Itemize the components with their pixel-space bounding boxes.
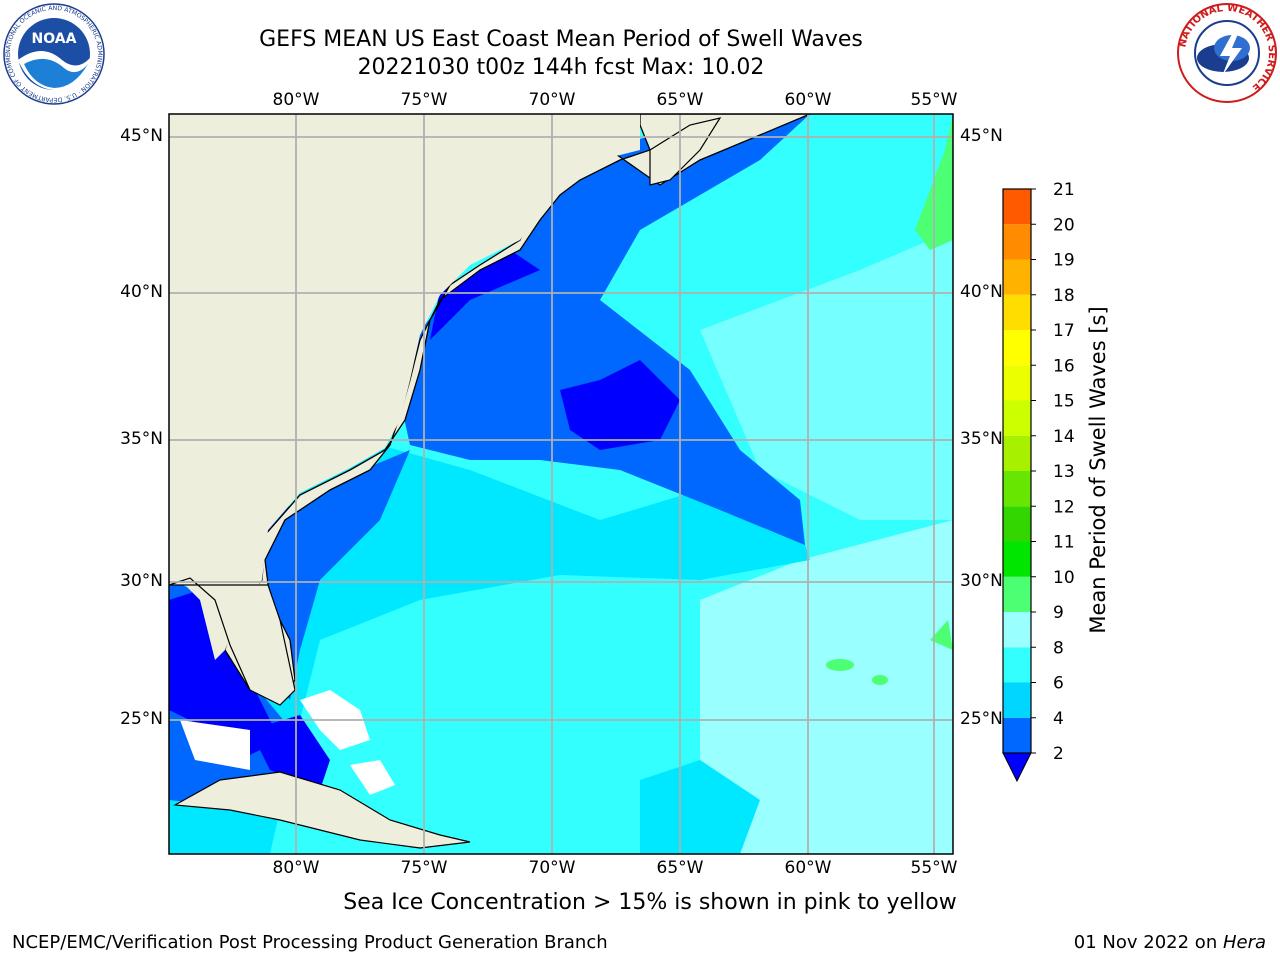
colorbar-box-18 — [1003, 259, 1031, 295]
top-tick-80w: 80°W — [272, 90, 320, 110]
left-tick-30n: 30°N — [120, 571, 163, 591]
colorbar-tick-label-6: 6 — [1053, 674, 1064, 694]
right-tick-40n: 40°N — [960, 282, 1003, 302]
left-tick-25n: 25°N — [120, 709, 163, 729]
swell-9-10-patch-4 — [872, 675, 888, 685]
colorbar-tick-label-16: 16 — [1053, 356, 1075, 376]
colorbar-label: Mean Period of Swell Waves [s] — [1086, 306, 1110, 634]
swell-9-10-patch-3 — [826, 659, 854, 671]
bottom-tick-65w: 65°W — [656, 858, 704, 878]
right-tick-45n: 45°N — [960, 126, 1003, 146]
bottom-tick-80w: 80°W — [272, 858, 320, 878]
colorbar-box-16 — [1003, 330, 1031, 366]
colorbar-tick-label-2: 2 — [1053, 744, 1064, 764]
top-tick-55w: 55°W — [910, 90, 958, 110]
bahamas-shoal-2 — [350, 760, 395, 795]
nws-logo: NATIONAL WEATHER SERVICE — [1177, 3, 1277, 103]
colorbar-tick-label-11: 11 — [1053, 533, 1075, 553]
left-tick-40n: 40°N — [120, 282, 163, 302]
chart-title: GEFS MEAN US East Coast Mean Period of S… — [259, 27, 863, 52]
noaa-logo-text: NOAA — [32, 31, 77, 47]
swell-band-8-9-north — [700, 230, 953, 520]
land-nova-scotia — [649, 117, 722, 186]
noaa-logo: NATIONAL OCEANIC AND ATMOSPHERIC ADMINIS… — [2, 2, 105, 105]
colorbar-tick-label-13: 13 — [1053, 462, 1075, 482]
colorbar-box-4 — [1003, 682, 1031, 718]
land-florida — [169, 577, 296, 706]
top-tick-75w: 75°W — [400, 90, 448, 110]
top-tick-60w: 60°W — [784, 90, 832, 110]
right-tick-30n: 30°N — [960, 571, 1003, 591]
swell-under-patch-4 — [250, 715, 330, 790]
colorbar: 2 4 6 8 9 10 11 12 13 14 15 16 17 18 19 20 21 — [1002, 180, 1075, 783]
colorbar-box-13 — [1003, 435, 1031, 471]
footer-credit: NCEP/EMC/Verification Post Processing Pr… — [12, 932, 608, 953]
swell-band-8-9 — [700, 520, 953, 854]
colorbar-box-8 — [1003, 612, 1031, 648]
bottom-tick-60w: 60°W — [784, 858, 832, 878]
swell-band-2-4-coast — [260, 450, 410, 700]
left-tick-35n: 35°N — [120, 429, 163, 449]
colorbar-box-12 — [1003, 471, 1031, 507]
colorbar-box-2 — [1003, 717, 1031, 753]
left-tick-45n: 45°N — [120, 126, 163, 146]
colorbar-box-19 — [1003, 224, 1031, 260]
colorbar-box-11 — [1003, 506, 1031, 542]
colorbar-tick-label-12: 12 — [1053, 497, 1075, 517]
swell-under-patch-2 — [430, 250, 540, 340]
chart-subtitle: 20221030 t00z 144h fcst Max: 10.02 — [357, 55, 765, 80]
colorbar-box-20 — [1003, 189, 1031, 225]
colorbar-tick-label-8: 8 — [1053, 638, 1064, 658]
colorbar-tick-label-15: 15 — [1053, 392, 1075, 412]
bottom-tick-75w: 75°W — [400, 858, 448, 878]
colorbar-tick-label-10: 10 — [1053, 568, 1075, 588]
land-interior — [169, 114, 640, 660]
top-tick-70w: 70°W — [528, 90, 576, 110]
colorbar-box-15 — [1003, 365, 1031, 401]
colorbar-box-10 — [1003, 541, 1031, 577]
colorbar-box-6 — [1003, 647, 1031, 683]
swell-band-2-4 — [400, 114, 810, 545]
bottom-tick-55w: 55°W — [910, 858, 958, 878]
right-tick-25n: 25°N — [960, 709, 1003, 729]
top-tick-65w: 65°W — [656, 90, 704, 110]
colorbar-tick-label-9: 9 — [1053, 603, 1064, 623]
map-frame — [168, 113, 954, 855]
footer-date: 01 Nov 2022 on Hera — [1074, 932, 1266, 953]
colorbar-tick-label-20: 20 — [1053, 215, 1075, 235]
colorbar-tick-label-18: 18 — [1053, 286, 1075, 306]
gulf-shoal — [180, 720, 250, 770]
footer-host: Hera — [1222, 932, 1266, 953]
swell-band-4-6-south — [640, 760, 760, 854]
right-tick-35n: 35°N — [960, 429, 1003, 449]
swell-under-patch-1 — [560, 360, 680, 450]
colorbar-box-17 — [1003, 294, 1031, 330]
swell-under-patch-3 — [169, 590, 280, 760]
colorbar-box-9 — [1003, 576, 1031, 612]
colorbar-tick-label-19: 19 — [1053, 251, 1075, 271]
colorbar-under-triangle — [1002, 752, 1032, 783]
colorbar-tick-label-17: 17 — [1053, 321, 1075, 341]
colorbar-tick-label-21: 21 — [1053, 180, 1075, 200]
bottom-tick-70w: 70°W — [528, 858, 576, 878]
colorbar-box-14 — [1003, 400, 1031, 436]
land-cuba — [173, 771, 471, 849]
swell-9-10-patch-2 — [930, 620, 953, 650]
sea-ice-note: Sea Ice Concentration > 15% is shown in … — [343, 890, 957, 915]
colorbar-tick-label-4: 4 — [1053, 709, 1064, 729]
footer-date-text: 01 Nov 2022 on — [1073, 932, 1223, 953]
colorbar-tick-label-14: 14 — [1053, 427, 1075, 447]
